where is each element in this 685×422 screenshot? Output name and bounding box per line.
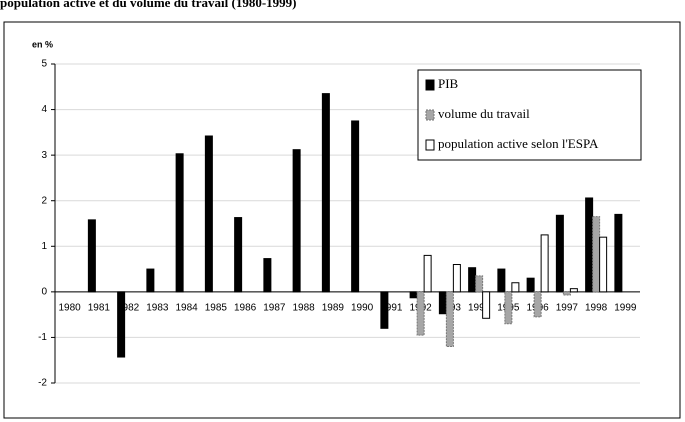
x-tick-label: 1991 [380,302,403,313]
bar [511,282,520,293]
bars [87,93,623,358]
bar [146,268,155,293]
bar [351,120,360,293]
bar [87,219,96,293]
x-tick-label: 1985 [205,302,228,313]
x-tick-label: 1980 [59,302,82,313]
bar [445,291,454,348]
bar [416,291,425,336]
bar [475,275,484,293]
y-axis-label: en % [32,39,53,49]
bar [321,93,330,293]
chart-border [3,21,681,419]
y-tick-label: 2 [41,195,47,206]
bar [380,291,389,329]
x-tick-label: 1988 [293,302,316,313]
bar [569,288,578,293]
bar [614,213,623,293]
bar [504,291,513,325]
bar [292,149,301,293]
legend-swatch [425,109,435,121]
x-tick-label: 1986 [234,302,257,313]
legend-box [417,69,642,161]
bar [482,291,491,319]
x-tick-label: 1981 [88,302,111,313]
chart-title: population active et du volume du travai… [0,0,296,10]
bar [526,277,535,293]
legend-swatch [425,139,435,151]
bar [592,216,601,293]
bar [263,258,272,293]
legend-label: population active selon l'ESPA [438,136,599,151]
bar [585,197,594,293]
bar [175,153,184,293]
x-tick-label: 1998 [585,302,608,313]
bar [468,267,477,293]
bar [204,135,213,293]
x-tick-label: 1994 [468,302,491,313]
bar [555,214,564,293]
y-tick-label: 3 [41,150,47,161]
y-tick-label: 5 [41,59,47,70]
bar [423,254,432,293]
legend: PIB volume du travail population active se… [417,69,642,161]
bar [533,291,542,318]
legend-label: volume du travail [438,106,530,121]
y-tick-label: -1 [38,332,47,343]
x-tick-label: 1987 [263,302,286,313]
legend-swatch [425,79,435,91]
x-tick-label: 1982 [117,302,140,313]
y-tick-label: 4 [41,104,47,115]
x-tick-label: 1983 [146,302,169,313]
bar [540,234,549,293]
x-tick-label: 1990 [351,302,374,313]
bar [234,217,243,293]
y-tick-label: -2 [38,378,47,389]
y-tick-label: 0 [41,286,47,297]
bar [438,291,447,315]
bar [599,236,608,293]
x-tick-label: 1989 [322,302,345,313]
bar [409,291,418,299]
legend-label: PIB [438,76,459,91]
bar [452,264,461,293]
x-tick-label: 1999 [614,302,637,313]
bar [497,268,506,293]
x-tick-label: 1984 [176,302,199,313]
x-tick-label: 1997 [556,302,579,313]
bar [562,291,571,296]
bar [117,291,126,358]
y-tick-label: 1 [41,241,47,252]
